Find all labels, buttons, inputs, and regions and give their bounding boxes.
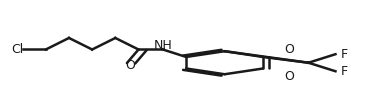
- Text: O: O: [284, 70, 294, 83]
- Text: O: O: [125, 59, 135, 71]
- Text: NH: NH: [153, 39, 172, 53]
- Text: O: O: [284, 43, 294, 56]
- Text: F: F: [340, 48, 348, 61]
- Text: F: F: [340, 65, 348, 78]
- Text: Cl: Cl: [12, 43, 24, 56]
